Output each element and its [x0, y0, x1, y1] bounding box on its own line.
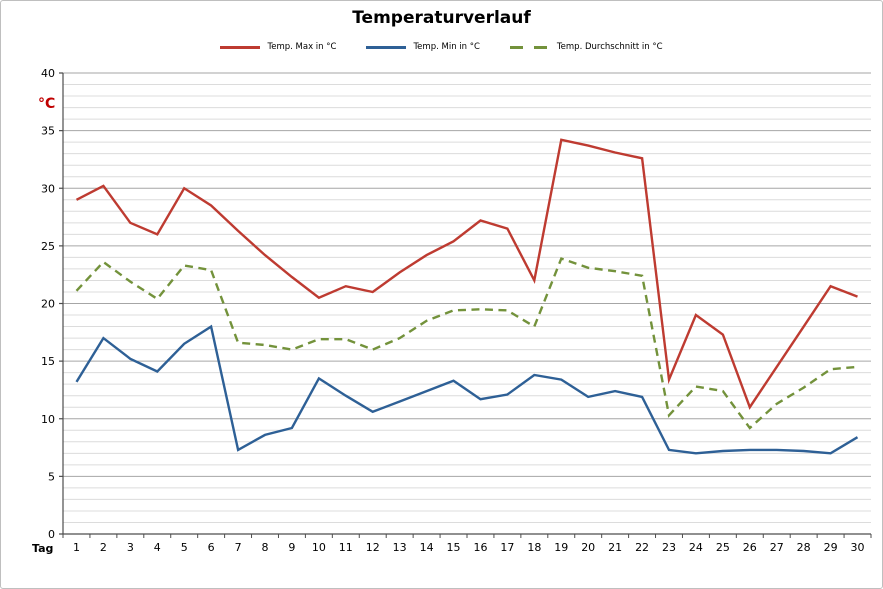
legend-item-temp-min: Temp. Min in °C [366, 42, 480, 52]
legend-line-sample-min-icon [366, 45, 407, 49]
x-axis-tick-label: 2 [100, 541, 107, 554]
x-axis-tick-label: 9 [288, 541, 295, 554]
y-axis-tick-label: 25 [41, 240, 55, 253]
x-axis-tick-label: 28 [797, 541, 811, 554]
y-axis-tick-label: 0 [48, 528, 55, 541]
x-axis-tick-label: 3 [127, 541, 134, 554]
y-axis-tick-label: 20 [41, 298, 55, 311]
legend-line-sample-avg-icon [509, 45, 550, 49]
x-axis-tick-label: 29 [824, 541, 838, 554]
x-axis-tick-label: 13 [393, 541, 407, 554]
chart-legend: Temp. Max in °C Temp. Min in °C Temp. Du… [1, 42, 882, 52]
legend-item-temp-max: Temp. Max in °C [220, 42, 336, 52]
x-axis-tick-label: 12 [366, 541, 380, 554]
x-axis-tick-label: 23 [662, 541, 676, 554]
series-line-0 [75, 138, 858, 410]
x-axis-tick-label: 20 [581, 541, 595, 554]
y-axis-tick-label: 5 [48, 470, 55, 483]
chart-title: Temperaturverlauf [352, 8, 531, 28]
y-axis-tick-label: 35 [41, 125, 55, 138]
x-axis-tick-label: 4 [154, 541, 161, 554]
x-axis-tick-label: 5 [181, 541, 188, 554]
x-axis-tick-label: 10 [312, 541, 326, 554]
x-axis-tick-label: 19 [554, 541, 568, 554]
x-axis-tick-label: 26 [743, 541, 757, 554]
y-axis-tick-label: 15 [41, 355, 55, 368]
x-axis-tick-label: 7 [235, 541, 242, 554]
x-axis-tick-label: 1 [73, 541, 80, 554]
x-axis-tick-label: 6 [208, 541, 215, 554]
x-axis-tick-label: 16 [473, 541, 487, 554]
x-axis-tick-label: 30 [851, 541, 865, 554]
x-axis-tick-label: 25 [716, 541, 730, 554]
y-axis-tick-label: 10 [41, 413, 55, 426]
x-axis-tick-label: 24 [689, 541, 703, 554]
legend-label-temp-avg: Temp. Durchschnitt in °C [556, 42, 663, 52]
y-axis-tick-label: 40 [41, 67, 55, 80]
x-axis-tick-label: 22 [635, 541, 649, 554]
legend-label-temp-min: Temp. Min in °C [413, 42, 480, 52]
legend-label-temp-max: Temp. Max in °C [267, 42, 337, 52]
x-axis-tick-label: 15 [447, 541, 461, 554]
series-line-1 [75, 324, 859, 455]
x-axis-tick-label: 11 [339, 541, 353, 554]
x-axis-tick-label: 8 [262, 541, 269, 554]
legend-item-temp-avg: Temp. Durchschnitt in °C [509, 42, 663, 52]
x-axis-tick-label: 27 [770, 541, 784, 554]
x-axis-tick-label: 18 [527, 541, 541, 554]
legend-line-sample-max-icon [220, 45, 261, 49]
x-axis-tick-label: 21 [608, 541, 622, 554]
y-axis-unit-label: °C [38, 96, 56, 112]
x-axis-title: Tag [32, 542, 54, 555]
series-line-2 [75, 257, 858, 430]
x-axis-tick-label: 14 [420, 541, 434, 554]
y-axis-tick-label: 30 [41, 182, 55, 195]
x-axis-tick-label: 17 [500, 541, 514, 554]
